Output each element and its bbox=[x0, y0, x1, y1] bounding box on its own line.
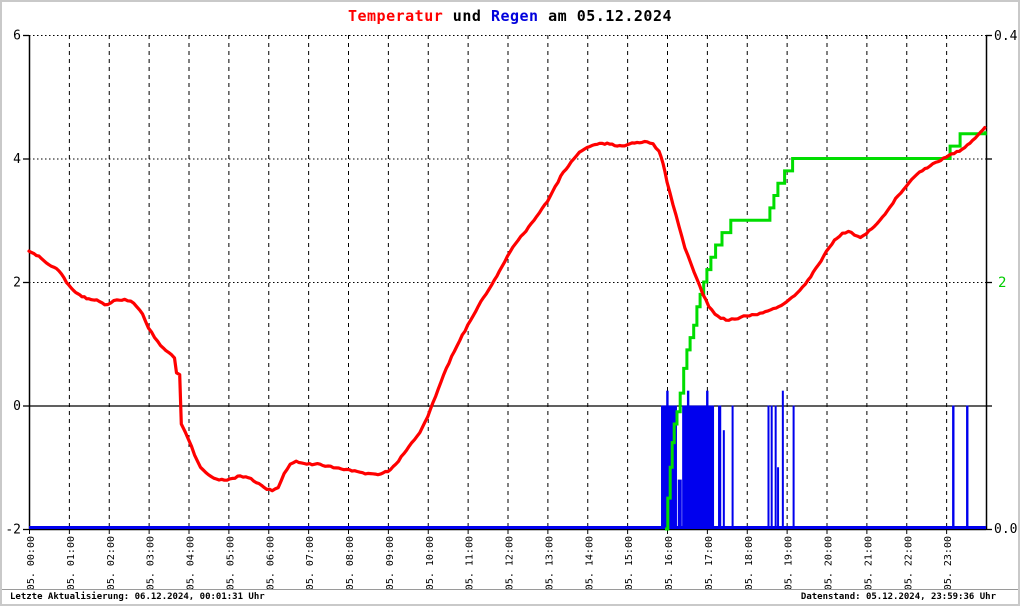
x-axis-tick-label: 05. 00:00 bbox=[26, 536, 37, 590]
title-date-suffix: am 05.12.2024 bbox=[538, 7, 673, 25]
rain-bar bbox=[781, 390, 784, 529]
x-axis-label-group: 05. 13:00 bbox=[544, 536, 555, 590]
x-axis-label-group: 05. 11:00 bbox=[465, 536, 476, 590]
x-axis-tick-label: 05. 03:00 bbox=[146, 536, 157, 590]
title-connector: und bbox=[443, 7, 491, 25]
data-state-text: Datenstand: 05.12.2024, 23:59:36 Uhr bbox=[800, 592, 996, 602]
x-axis-tick-label: 05. 13:00 bbox=[544, 536, 555, 590]
x-axis-tick-label: 05. 16:00 bbox=[664, 536, 675, 590]
left-axis-tick-label: 2 bbox=[13, 276, 21, 291]
rain-bar bbox=[686, 390, 690, 529]
rain-sum-line bbox=[665, 131, 987, 531]
x-axis-label-group: 05. 15:00 bbox=[624, 536, 635, 590]
left-axis-tick-label: -2 bbox=[5, 523, 21, 538]
last-update-text: Letzte Aktualisierung: 06.12.2024, 00:01… bbox=[10, 592, 265, 602]
rain-bar bbox=[777, 467, 780, 529]
x-axis-tick-label: 05. 12:00 bbox=[505, 536, 516, 590]
x-axis-tick-label: 05. 17:00 bbox=[704, 536, 715, 590]
chart-title: Temperatur und Regen am 05.12.2024 bbox=[2, 7, 1018, 25]
x-axis-label-group: 05. 22:00 bbox=[903, 536, 914, 590]
rain-bar bbox=[792, 405, 795, 529]
footer-bar: Letzte Aktualisierung: 06.12.2024, 00:01… bbox=[2, 589, 1018, 604]
x-axis-label-group: 05. 03:00 bbox=[146, 536, 157, 590]
rain-bar bbox=[767, 405, 770, 529]
x-axis-label-group: 05. 05:00 bbox=[225, 536, 236, 590]
x-axis-label-group: 05. 00:00 bbox=[26, 536, 37, 590]
x-axis-tick-label: 05. 19:00 bbox=[784, 536, 795, 590]
x-axis-tick-label: 05. 07:00 bbox=[305, 536, 316, 590]
x-axis-tick-label: 05. 05:00 bbox=[225, 536, 236, 590]
x-axis-label-group: 05. 16:00 bbox=[664, 536, 675, 590]
rain-bar bbox=[722, 430, 725, 529]
x-axis-tick-label: 05. 02:00 bbox=[106, 536, 117, 590]
x-axis-tick-label: 05. 08:00 bbox=[345, 536, 356, 590]
right-axis-bottom-label: 0.0 bbox=[994, 522, 1017, 537]
rain-bar bbox=[666, 390, 669, 529]
x-axis-label-group: 05. 21:00 bbox=[863, 536, 874, 590]
rain-bar bbox=[966, 405, 969, 529]
x-axis-label-group: 05. 04:00 bbox=[186, 536, 197, 590]
x-axis-label-group: 05. 14:00 bbox=[584, 536, 595, 590]
x-axis-tick-label: 05. 22:00 bbox=[903, 536, 914, 590]
left-axis-tick-label: 4 bbox=[13, 152, 21, 167]
x-axis-label-group: 05. 10:00 bbox=[425, 536, 436, 590]
x-axis-tick-label: 05. 21:00 bbox=[863, 536, 874, 590]
x-axis-tick-label: 05. 06:00 bbox=[265, 536, 276, 590]
title-temperature-word: Temperatur bbox=[347, 7, 444, 25]
right-axis-top-label: 0.4 bbox=[994, 29, 1018, 44]
x-axis-tick-label: 05. 15:00 bbox=[624, 536, 635, 590]
x-axis-label-group: 05. 01:00 bbox=[66, 536, 77, 590]
x-axis-tick-label: 05. 01:00 bbox=[66, 536, 77, 590]
rain-bar bbox=[952, 405, 955, 529]
rain-bar bbox=[706, 390, 709, 529]
x-axis-label-group: 05. 17:00 bbox=[704, 536, 715, 590]
x-axis-label-group: 05. 09:00 bbox=[385, 536, 396, 590]
x-axis-tick-label: 05. 10:00 bbox=[425, 536, 436, 590]
x-axis-label-group: 05. 23:00 bbox=[943, 536, 954, 590]
rain-bar bbox=[718, 405, 722, 529]
x-axis-tick-label: 05. 09:00 bbox=[385, 536, 396, 590]
rain-bar bbox=[774, 405, 777, 529]
x-axis-tick-label: 05. 11:00 bbox=[465, 536, 476, 590]
x-axis-label-group: 05. 02:00 bbox=[106, 536, 117, 590]
left-axis-tick-label: 6 bbox=[13, 29, 21, 44]
x-axis-label-group: 05. 06:00 bbox=[265, 536, 276, 590]
x-axis-label-group: 05. 07:00 bbox=[305, 536, 316, 590]
rain-bar bbox=[731, 405, 734, 529]
temperature-line bbox=[27, 126, 987, 493]
rain-bar bbox=[770, 405, 773, 529]
x-axis-tick-label: 05. 14:00 bbox=[584, 536, 595, 590]
x-axis-tick-label: 05. 20:00 bbox=[824, 536, 835, 590]
x-axis-label-group: 05. 12:00 bbox=[505, 536, 516, 590]
x-axis-label-group: 05. 20:00 bbox=[824, 536, 835, 590]
x-axis-tick-label: 05. 04:00 bbox=[186, 536, 197, 590]
x-axis-label-group: 05. 19:00 bbox=[784, 536, 795, 590]
x-axis-label-group: 05. 18:00 bbox=[744, 536, 755, 590]
x-axis-tick-label: 05. 18:00 bbox=[744, 536, 755, 590]
left-axis-tick-label: 0 bbox=[13, 399, 21, 414]
rain-bar bbox=[677, 479, 682, 529]
x-axis-label-group: 05. 08:00 bbox=[345, 536, 356, 590]
title-rain-word: Regen bbox=[490, 7, 539, 25]
x-axis-tick-label: 05. 23:00 bbox=[943, 536, 954, 590]
rain-sum-axis-label: 2 bbox=[998, 275, 1006, 291]
